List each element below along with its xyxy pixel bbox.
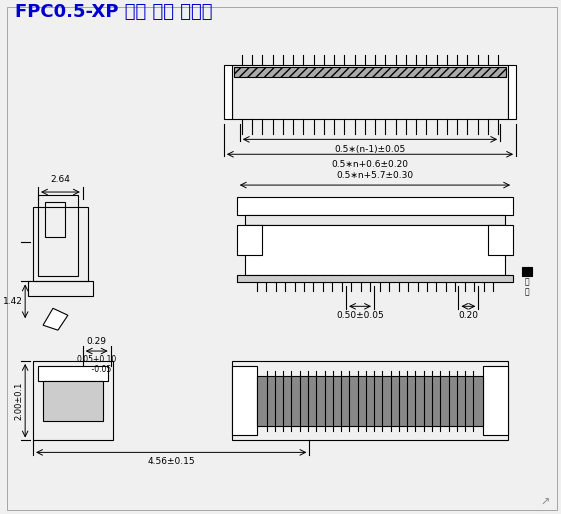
Text: ↗: ↗ bbox=[540, 498, 550, 508]
Bar bbox=[38, 195, 78, 277]
Text: 4.56±0.15: 4.56±0.15 bbox=[148, 457, 195, 466]
Text: 0.50±0.05: 0.50±0.05 bbox=[336, 311, 384, 320]
Bar bbox=[43, 381, 103, 420]
Text: 0.20: 0.20 bbox=[458, 311, 479, 320]
Bar bbox=[232, 361, 508, 440]
Bar bbox=[245, 225, 505, 274]
Bar bbox=[232, 65, 508, 119]
Bar bbox=[257, 376, 483, 426]
Bar bbox=[38, 366, 108, 381]
Text: 0.29: 0.29 bbox=[87, 337, 107, 346]
Text: 2.64: 2.64 bbox=[50, 175, 70, 184]
Bar bbox=[488, 225, 513, 254]
Text: 尺: 尺 bbox=[525, 277, 530, 286]
Text: 0.05+0.10
    -0.05: 0.05+0.10 -0.05 bbox=[77, 355, 117, 374]
Polygon shape bbox=[43, 308, 68, 330]
Bar bbox=[224, 65, 232, 119]
Text: 0.5∗n+0.6±0.20: 0.5∗n+0.6±0.20 bbox=[332, 160, 408, 169]
Bar bbox=[237, 274, 513, 283]
Bar bbox=[234, 67, 506, 77]
Text: FPC0.5-XP 立贴 带锁 反脚位: FPC0.5-XP 立贴 带锁 反脚位 bbox=[15, 3, 213, 21]
Bar bbox=[28, 282, 93, 297]
Bar bbox=[508, 65, 516, 119]
Bar bbox=[483, 366, 508, 435]
Text: R: R bbox=[524, 269, 530, 274]
Text: 0.5∗n+5.7±0.30: 0.5∗n+5.7±0.30 bbox=[337, 171, 413, 180]
Bar bbox=[33, 207, 88, 282]
Bar bbox=[237, 197, 513, 215]
Bar bbox=[245, 215, 505, 225]
Bar bbox=[237, 225, 261, 254]
Bar bbox=[522, 267, 532, 277]
Bar bbox=[33, 361, 113, 440]
Text: 2.00±0.1: 2.00±0.1 bbox=[14, 381, 23, 420]
Bar bbox=[232, 366, 257, 435]
Text: 0.5∗(n-1)±0.05: 0.5∗(n-1)±0.05 bbox=[334, 145, 406, 154]
Text: 寸: 寸 bbox=[525, 287, 530, 296]
Text: 1.42: 1.42 bbox=[3, 297, 23, 306]
Bar bbox=[45, 202, 65, 237]
